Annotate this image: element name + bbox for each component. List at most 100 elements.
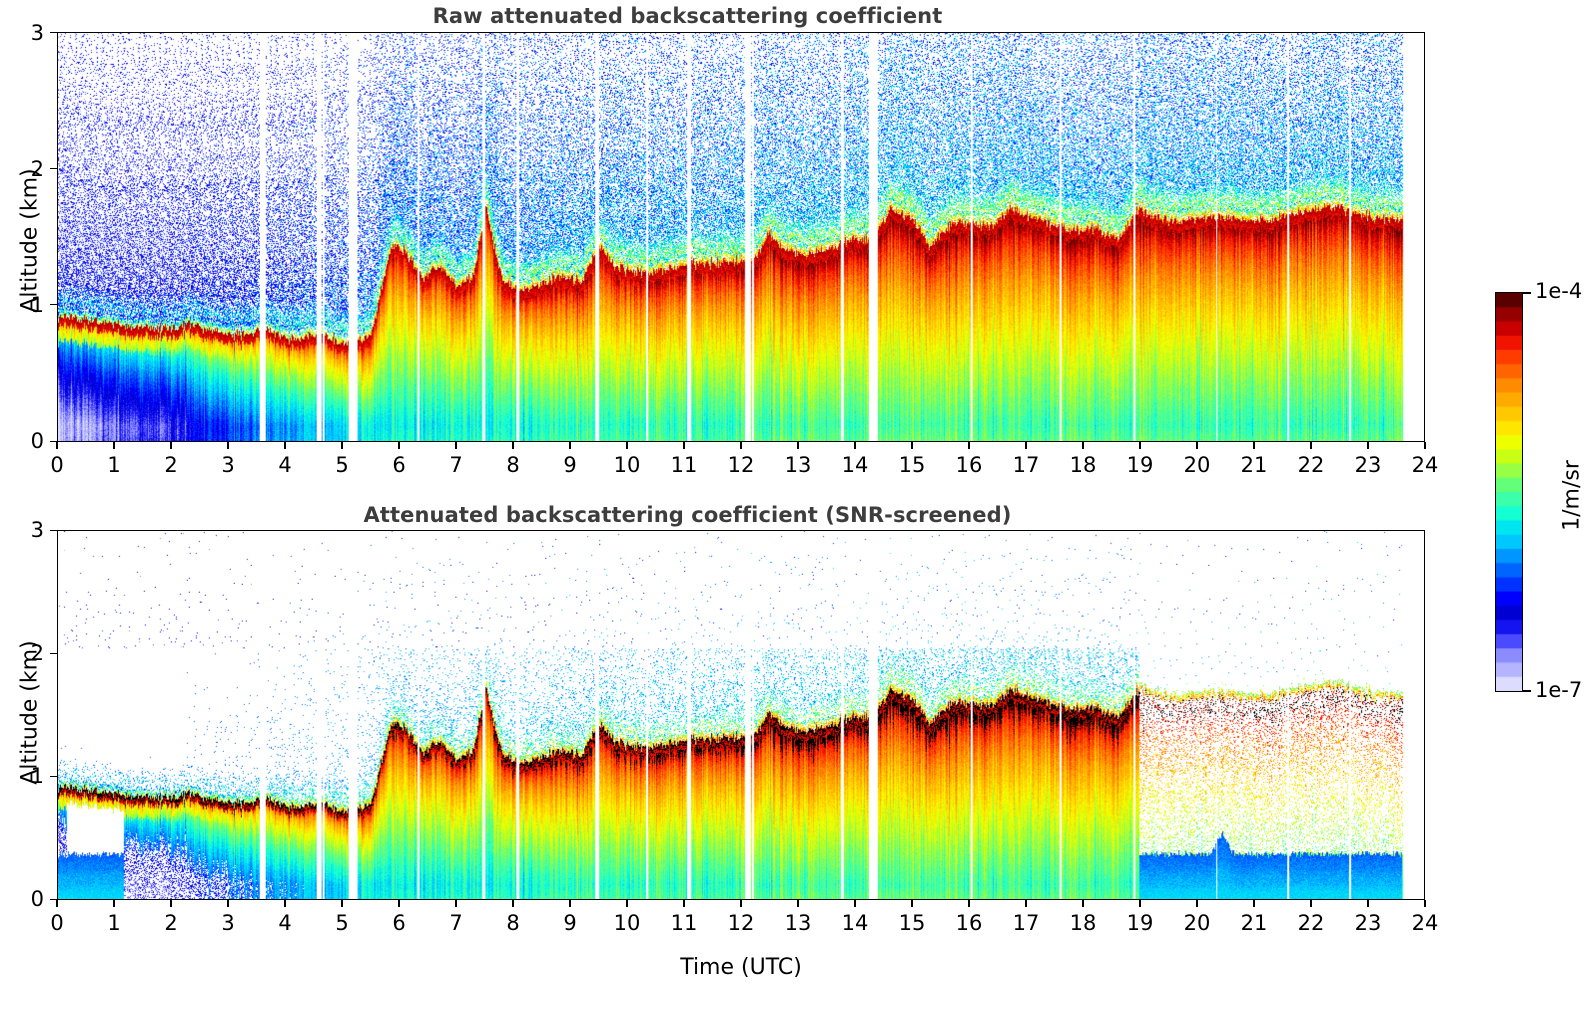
- panel-raw-title: Raw attenuated backscattering coefficien…: [432, 4, 943, 28]
- ytick-raw-label-1: 1: [30, 293, 44, 317]
- xtick-label-raw-22: 22: [1297, 453, 1325, 477]
- xtick-label-raw-24: 24: [1411, 453, 1439, 477]
- xtick-raw-24: [1424, 442, 1426, 449]
- ytick-scr-1: [50, 776, 57, 778]
- xtick-raw-17: [1025, 442, 1027, 449]
- xtick-label-screened-8: 8: [506, 911, 520, 935]
- xtick-raw-12: [740, 442, 742, 449]
- xtick-label-raw-4: 4: [278, 453, 292, 477]
- axes-screened[interactable]: [57, 530, 1425, 900]
- xtick-raw-15: [911, 442, 913, 449]
- xtick-label-raw-16: 16: [955, 453, 983, 477]
- xtick-label-raw-0: 0: [50, 453, 64, 477]
- xtick-label-screened-16: 16: [955, 911, 983, 935]
- xtick-raw-4: [284, 442, 286, 449]
- xtick-screened-12: [740, 900, 742, 907]
- xtick-screened-14: [854, 900, 856, 907]
- colorbar-tick-min: [1523, 690, 1531, 692]
- xtick-label-raw-15: 15: [898, 453, 926, 477]
- xlabel-screened: Time (UTC): [680, 955, 802, 980]
- xtick-raw-19: [1139, 442, 1141, 449]
- xtick-raw-8: [512, 442, 514, 449]
- xtick-screened-9: [569, 900, 571, 907]
- xtick-label-raw-14: 14: [841, 453, 869, 477]
- colorbar-gradient[interactable]: [1495, 292, 1523, 692]
- xtick-raw-7: [455, 442, 457, 449]
- xtick-screened-6: [398, 900, 400, 907]
- ytick-raw-1: [50, 304, 57, 306]
- ytick-scr-3: [50, 530, 57, 532]
- xtick-label-screened-18: 18: [1069, 911, 1097, 935]
- xtick-label-screened-15: 15: [898, 911, 926, 935]
- xtick-screened-19: [1139, 900, 1141, 907]
- xtick-raw-5: [341, 442, 343, 449]
- panel-screened: Attenuated backscattering coefficient (S…: [0, 490, 1595, 1020]
- xtick-label-screened-2: 2: [164, 911, 178, 935]
- xtick-label-screened-13: 13: [784, 911, 812, 935]
- ytick-scr-2: [50, 653, 57, 655]
- xtick-screened-18: [1082, 900, 1084, 907]
- axes-raw[interactable]: [57, 32, 1425, 442]
- colorbar: 1e-4 1e-7 1/m/sr: [1440, 0, 1595, 1020]
- xtick-raw-10: [626, 442, 628, 449]
- xtick-label-screened-22: 22: [1297, 911, 1325, 935]
- xtick-label-raw-12: 12: [727, 453, 755, 477]
- xtick-label-screened-24: 24: [1411, 911, 1439, 935]
- xtick-screened-5: [341, 900, 343, 907]
- xtick-label-raw-1: 1: [107, 453, 121, 477]
- xtick-screened-8: [512, 900, 514, 907]
- xtick-screened-3: [227, 900, 229, 907]
- xtick-label-screened-0: 0: [50, 911, 64, 935]
- xtick-label-raw-5: 5: [335, 453, 349, 477]
- colorbar-tick-max: [1523, 292, 1531, 294]
- ylabel-raw: Altitude (km): [17, 168, 43, 313]
- ytick-raw-label-3: 3: [30, 21, 44, 45]
- ytick-scr-label-2: 2: [30, 641, 44, 665]
- heatmap-raw: [58, 33, 1424, 441]
- xtick-raw-1: [113, 442, 115, 449]
- xtick-label-raw-8: 8: [506, 453, 520, 477]
- xtick-label-screened-23: 23: [1354, 911, 1382, 935]
- xtick-label-screened-14: 14: [841, 911, 869, 935]
- xtick-screened-10: [626, 900, 628, 907]
- colorbar-label-max: 1e-4: [1535, 279, 1583, 303]
- xtick-label-raw-19: 19: [1126, 453, 1154, 477]
- panel-screened-title: Attenuated backscattering coefficient (S…: [363, 503, 1012, 527]
- ylabel-screened: Altitude (km): [17, 640, 43, 785]
- ytick-raw-0: [50, 441, 57, 443]
- ytick-scr-0: [50, 899, 57, 901]
- xtick-screened-24: [1424, 900, 1426, 907]
- xtick-raw-13: [797, 442, 799, 449]
- xtick-screened-20: [1196, 900, 1198, 907]
- xtick-raw-3: [227, 442, 229, 449]
- xtick-screened-13: [797, 900, 799, 907]
- xtick-label-raw-3: 3: [221, 453, 235, 477]
- xtick-label-screened-12: 12: [727, 911, 755, 935]
- colorbar-canvas: [1496, 293, 1522, 691]
- xtick-raw-0: [56, 442, 58, 449]
- xtick-raw-9: [569, 442, 571, 449]
- xtick-label-raw-18: 18: [1069, 453, 1097, 477]
- xtick-screened-15: [911, 900, 913, 907]
- xtick-raw-14: [854, 442, 856, 449]
- ytick-raw-label-2: 2: [30, 157, 44, 181]
- xtick-label-raw-11: 11: [670, 453, 698, 477]
- ytick-raw-2: [50, 168, 57, 170]
- colorbar-unit-label: 1/m/sr: [1559, 460, 1585, 531]
- xtick-label-raw-7: 7: [449, 453, 463, 477]
- xtick-raw-16: [968, 442, 970, 449]
- ytick-scr-label-3: 3: [30, 518, 44, 542]
- xtick-label-raw-2: 2: [164, 453, 178, 477]
- xtick-raw-23: [1367, 442, 1369, 449]
- xtick-screened-1: [113, 900, 115, 907]
- xtick-label-screened-19: 19: [1126, 911, 1154, 935]
- xtick-label-screened-11: 11: [670, 911, 698, 935]
- xtick-screened-4: [284, 900, 286, 907]
- xtick-screened-7: [455, 900, 457, 907]
- xtick-screened-2: [170, 900, 172, 907]
- xtick-label-raw-20: 20: [1183, 453, 1211, 477]
- xtick-screened-22: [1310, 900, 1312, 907]
- xtick-raw-22: [1310, 442, 1312, 449]
- xtick-label-screened-3: 3: [221, 911, 235, 935]
